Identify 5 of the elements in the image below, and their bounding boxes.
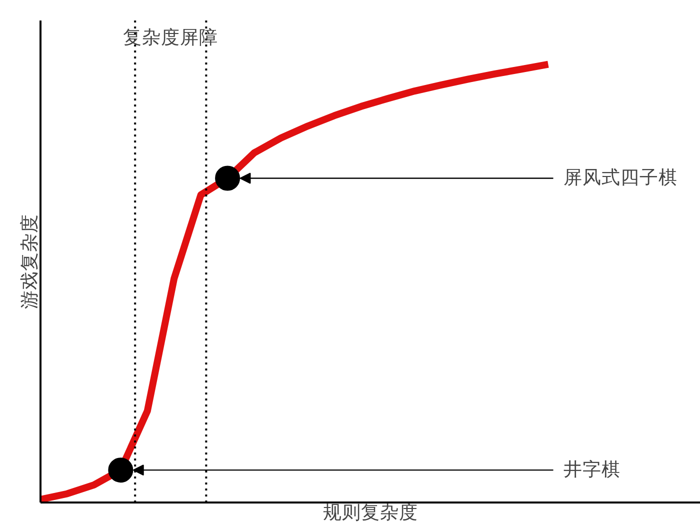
text: 井字棋 bbox=[563, 458, 620, 481]
x-axis-title: 规则复杂度 bbox=[323, 502, 418, 524]
text: 屏风式四子棋 bbox=[563, 168, 678, 189]
text: 复杂度屏障 bbox=[123, 26, 218, 49]
y-axis-title: 游戏复杂度 bbox=[18, 214, 40, 309]
